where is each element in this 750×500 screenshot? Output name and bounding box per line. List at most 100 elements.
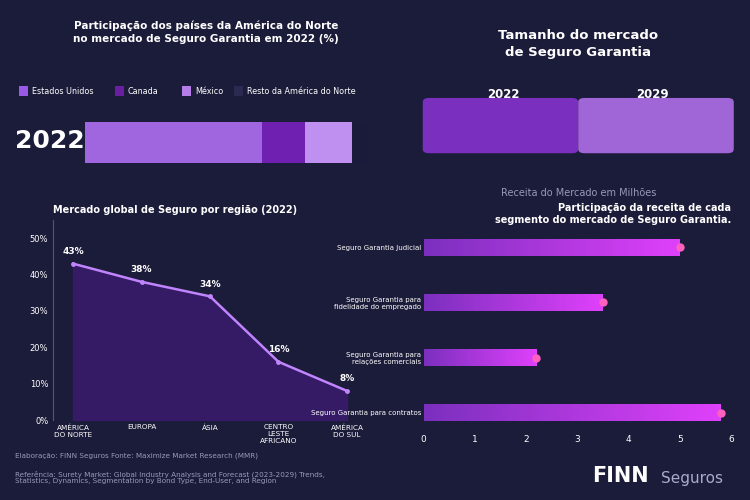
Text: Participação da receita de cada
segmento do mercado de Seguro Garantia.: Participação da receita de cada segmento… — [495, 204, 731, 225]
Bar — [583, 294, 585, 310]
Bar — [472, 239, 475, 256]
Bar — [433, 239, 436, 256]
Bar — [543, 404, 547, 421]
Bar — [494, 350, 496, 366]
Bar — [435, 350, 436, 366]
Bar — [558, 294, 560, 310]
Bar — [674, 239, 676, 256]
Bar — [489, 294, 491, 310]
Bar — [452, 350, 454, 366]
Bar — [472, 404, 476, 421]
Bar — [509, 294, 512, 310]
Bar — [532, 239, 536, 256]
Bar — [603, 239, 607, 256]
Bar — [451, 294, 453, 310]
Bar — [512, 294, 514, 310]
Bar — [713, 404, 717, 421]
Bar — [504, 239, 507, 256]
Bar — [475, 239, 478, 256]
Bar — [442, 404, 446, 421]
Bar — [635, 404, 639, 421]
Bar — [620, 239, 622, 256]
Bar — [514, 350, 515, 366]
Bar — [490, 404, 494, 421]
Text: Mercado global de Seguro por região (2022): Mercado global de Seguro por região (202… — [53, 205, 296, 215]
Text: 2029: 2029 — [637, 88, 669, 101]
Bar — [451, 350, 452, 366]
Bar — [497, 350, 499, 366]
Bar — [521, 350, 523, 366]
Bar — [487, 294, 489, 310]
Bar — [517, 404, 520, 421]
Bar — [505, 294, 507, 310]
Bar — [490, 350, 491, 366]
Bar — [480, 294, 482, 310]
Bar — [491, 350, 493, 366]
Bar — [645, 239, 648, 256]
Bar — [587, 404, 591, 421]
Bar — [493, 350, 494, 366]
Bar — [523, 350, 524, 366]
Bar — [536, 239, 539, 256]
Bar — [494, 404, 498, 421]
Bar — [648, 239, 651, 256]
Bar — [550, 404, 554, 421]
Bar — [468, 404, 472, 421]
Text: México: México — [195, 86, 223, 96]
Bar — [459, 350, 460, 366]
Bar — [695, 404, 699, 421]
Bar — [654, 239, 658, 256]
Bar — [427, 350, 428, 366]
Bar — [569, 294, 572, 310]
Bar — [626, 239, 628, 256]
Bar — [524, 350, 525, 366]
Bar — [523, 239, 526, 256]
Bar — [484, 239, 488, 256]
Bar — [670, 239, 674, 256]
Bar — [488, 239, 491, 256]
Bar — [536, 294, 538, 310]
Bar — [520, 239, 523, 256]
Bar — [597, 239, 600, 256]
Text: Elaboração: FINN Seguros Fonte: Maximize Market Research (MMR): Elaboração: FINN Seguros Fonte: Maximize… — [15, 452, 258, 459]
Bar — [587, 239, 590, 256]
FancyBboxPatch shape — [423, 98, 578, 153]
Bar — [512, 350, 514, 366]
Bar — [433, 350, 435, 366]
Bar — [507, 350, 509, 366]
Bar — [594, 294, 596, 310]
Bar — [658, 404, 662, 421]
Bar — [445, 350, 446, 366]
Text: Estados Unidos: Estados Unidos — [32, 86, 94, 96]
Bar — [544, 294, 547, 310]
Bar — [525, 294, 527, 310]
Bar — [565, 404, 568, 421]
Bar — [531, 294, 534, 310]
Bar — [593, 239, 597, 256]
Bar — [578, 294, 580, 310]
Bar — [676, 404, 680, 421]
Bar — [431, 404, 435, 421]
Bar — [516, 294, 518, 310]
Bar — [442, 350, 443, 366]
Bar — [494, 239, 497, 256]
Bar — [703, 404, 706, 421]
Bar — [571, 239, 574, 256]
Bar — [476, 294, 478, 310]
FancyBboxPatch shape — [234, 86, 243, 97]
Bar — [562, 294, 565, 310]
Bar — [506, 404, 509, 421]
Bar — [558, 239, 562, 256]
Bar — [669, 404, 673, 421]
Bar — [496, 294, 498, 310]
Bar — [680, 404, 684, 421]
Bar — [518, 350, 520, 366]
Bar — [531, 350, 532, 366]
Bar — [539, 404, 543, 421]
Bar — [530, 350, 531, 366]
Bar — [509, 404, 513, 421]
Bar — [469, 239, 472, 256]
Bar — [501, 350, 503, 366]
Text: US$17.2 Bn: US$17.2 Bn — [451, 118, 550, 133]
Text: Receita do Mercado em Milhões: Receita do Mercado em Milhões — [500, 188, 656, 198]
